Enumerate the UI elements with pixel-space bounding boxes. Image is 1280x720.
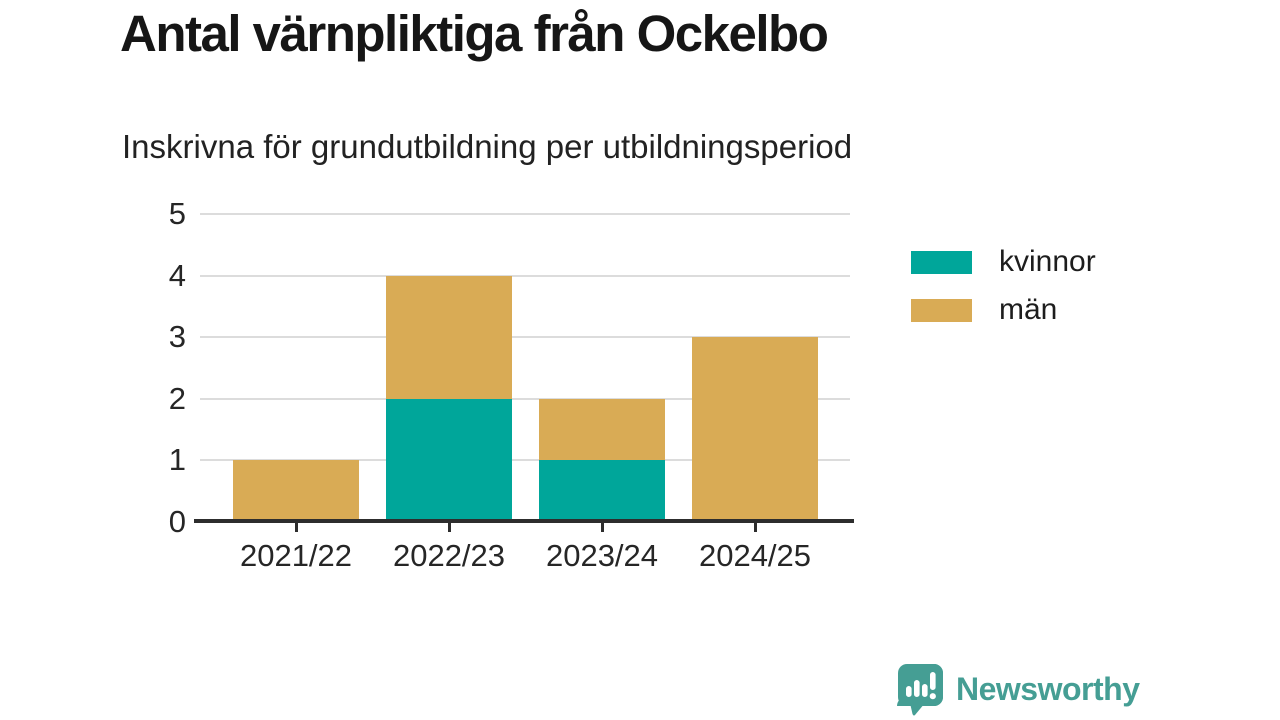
x-axis-tick — [294, 523, 298, 532]
gridline — [200, 336, 850, 339]
bar-segment-män — [386, 275, 512, 399]
legend-swatch — [911, 298, 972, 322]
legend-item-män: män — [911, 294, 1096, 326]
gridline — [200, 459, 850, 462]
x-axis-tick-label: 2021/22 — [239, 538, 353, 573]
chart-legend: kvinnor män — [911, 246, 1096, 342]
x-axis-tick — [447, 523, 451, 532]
bar-segment-män — [233, 460, 359, 522]
chart-title: Antal värnpliktiga från Ockelbo — [120, 5, 829, 62]
legend-label: män — [999, 293, 1058, 326]
x-axis-line — [194, 519, 854, 523]
x-axis-tick-label: 2023/24 — [545, 538, 659, 573]
bar-segment-kvinnor — [386, 398, 512, 522]
y-axis-tick-label: 5 — [168, 196, 186, 231]
y-axis-tick-label: 4 — [168, 257, 186, 293]
x-axis-tick — [600, 523, 604, 532]
x-axis-tick — [753, 523, 757, 532]
gridline — [200, 213, 850, 215]
x-axis-tick-label: 2022/23 — [392, 538, 506, 573]
legend-label: kvinnor — [999, 245, 1096, 278]
newsworthy-logo-icon — [897, 664, 943, 716]
y-axis-tick-label: 1 — [168, 442, 186, 478]
gridline — [200, 397, 850, 400]
newsworthy-logo-text: Newsworthy — [956, 671, 1140, 707]
gridline — [200, 274, 850, 277]
bar-segment-kvinnor — [539, 460, 665, 522]
legend-item-kvinnor: kvinnor — [911, 246, 1096, 278]
newsworthy-logo: Newsworthy — [897, 663, 1140, 716]
y-axis-tick-label: 0 — [168, 504, 186, 539]
bar-segment-män — [692, 337, 818, 522]
chart-subtitle: Inskrivna för grundutbildning per utbild… — [122, 128, 853, 165]
legend-swatch — [911, 250, 972, 274]
y-axis-tick-label: 3 — [168, 319, 186, 355]
bar-segment-män — [539, 398, 665, 461]
x-axis-tick-label: 2024/25 — [698, 538, 812, 573]
y-axis-tick-label: 2 — [168, 380, 186, 416]
